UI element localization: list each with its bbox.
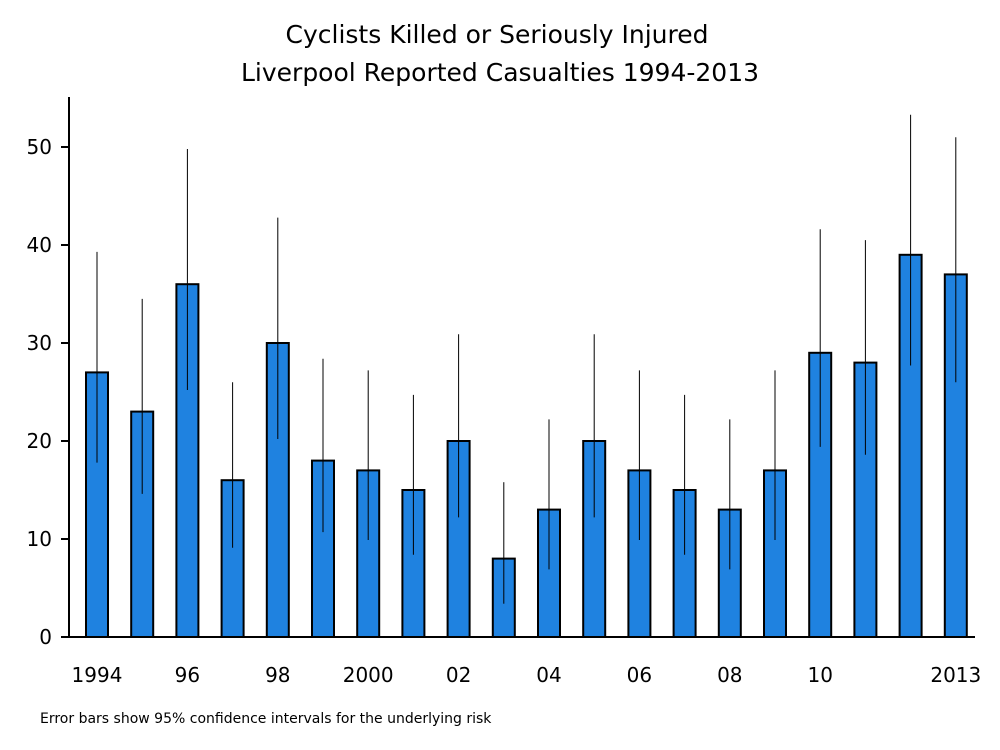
chart-subtitle: Liverpool Reported Casualties 1994-2013 xyxy=(241,58,759,87)
x-tick-label: 06 xyxy=(627,663,652,687)
x-tick-label: 1994 xyxy=(72,663,123,687)
chart-title: Cyclists Killed or Seriously Injured xyxy=(286,20,709,49)
bars-group xyxy=(85,253,968,639)
x-tick-label: 2013 xyxy=(930,663,981,687)
chart-footnote: Error bars show 95% confidence intervals… xyxy=(40,711,492,727)
x-tick-label: 98 xyxy=(265,663,290,687)
y-tick-label: 40 xyxy=(27,233,52,257)
x-tick-label: 04 xyxy=(536,663,561,687)
axes-group xyxy=(61,97,975,638)
tick-labels-group: 0 10 20 30 40 50 1994 96 98 2000 02 04 06 08 10 2013 xyxy=(27,135,982,687)
y-tick-label: 0 xyxy=(39,625,52,649)
y-tick-label: 10 xyxy=(27,527,52,551)
x-tick-label: 10 xyxy=(807,663,832,687)
error-bars-group xyxy=(96,114,957,604)
y-tick-label: 20 xyxy=(27,429,52,453)
y-tick-label: 50 xyxy=(27,135,52,159)
y-tick-label: 30 xyxy=(27,331,52,355)
x-tick-label: 02 xyxy=(446,663,471,687)
x-tick-label: 08 xyxy=(717,663,742,687)
x-tick-label: 2000 xyxy=(343,663,394,687)
x-tick-label: 96 xyxy=(175,663,200,687)
